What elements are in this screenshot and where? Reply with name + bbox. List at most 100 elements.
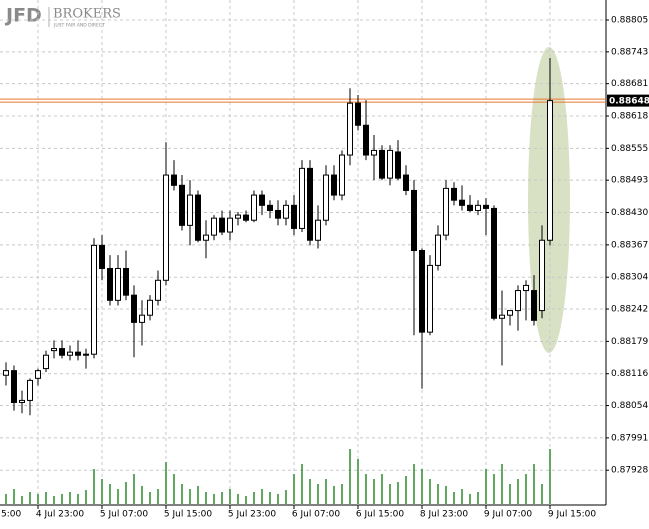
- candle-body: [251, 194, 257, 221]
- price-tag-label: 0.88648: [609, 97, 649, 107]
- candle-body: [523, 284, 529, 292]
- candle-body: [67, 351, 73, 356]
- candle-body: [339, 154, 345, 196]
- candle-body: [379, 149, 385, 179]
- candle-body: [363, 124, 369, 156]
- candle-body: [3, 370, 9, 376]
- candle-body: [11, 370, 17, 403]
- x-tick-label: 5 Jul 07:00: [100, 510, 149, 520]
- candle-body: [131, 294, 137, 323]
- candle-body: [427, 264, 433, 333]
- candle-body: [91, 244, 97, 355]
- candle-body: [163, 174, 169, 281]
- candle-body: [507, 310, 513, 316]
- candle-body: [515, 290, 521, 312]
- y-tick-label: 0.88304: [611, 273, 648, 283]
- candle-body: [187, 194, 193, 226]
- candle-body: [403, 174, 409, 191]
- y-tick-label: 0.88430: [611, 208, 648, 218]
- x-tick-label: 6 Jul 07:00: [292, 510, 341, 520]
- candle-body: [19, 399, 25, 403]
- candle-body: [411, 189, 417, 252]
- candle-body: [347, 102, 353, 156]
- candle-body: [387, 149, 393, 179]
- candle-body: [227, 217, 233, 233]
- candle-body: [171, 174, 177, 186]
- y-tick-label: 0.88681: [611, 79, 648, 89]
- candle-body: [283, 204, 289, 219]
- candle-body: [43, 354, 49, 370]
- candle-body: [59, 348, 65, 356]
- candle-body: [315, 219, 321, 241]
- candle-body: [235, 214, 241, 219]
- y-tick-label: 0.88116: [611, 369, 648, 379]
- x-tick-label: 5 Jul 15:00: [164, 510, 213, 520]
- candle-body: [299, 167, 305, 229]
- candle-body: [99, 244, 105, 269]
- candle-body: [51, 348, 57, 352]
- candle-body: [539, 239, 545, 312]
- candle-body: [139, 314, 145, 323]
- candle-body: [83, 353, 89, 356]
- x-tick-label: 9 Jul 07:00: [484, 510, 533, 520]
- candle-body: [323, 174, 329, 221]
- candle-body: [499, 314, 505, 319]
- candle-body: [531, 290, 537, 321]
- y-tick-label: 0.88054: [611, 401, 648, 411]
- logo-brand: JFD: [4, 5, 42, 27]
- candle-body: [35, 370, 41, 379]
- y-tick-label: 0.87928: [611, 466, 648, 476]
- candle-body: [259, 194, 265, 206]
- candle-body: [491, 207, 497, 319]
- candle-body: [483, 204, 489, 209]
- y-tick-label: 0.88179: [611, 337, 648, 347]
- price-tag: [607, 94, 649, 107]
- candle-body: [203, 234, 209, 241]
- candle-body: [355, 102, 361, 126]
- y-tick-label: 0.88743: [611, 47, 648, 57]
- candle-body: [451, 187, 457, 201]
- candle-body: [27, 379, 33, 401]
- candle-body: [467, 204, 473, 211]
- candle-body: [75, 351, 81, 356]
- y-tick-label: 0.88367: [611, 240, 648, 250]
- candle-body: [107, 267, 113, 301]
- logo-name: BROKERS: [53, 7, 121, 22]
- candle-body: [147, 299, 153, 316]
- candle-body: [155, 279, 161, 301]
- logo: JFD BROKERS JUST FAIR AND DIRECT: [4, 5, 121, 29]
- x-tick-label: 5:00: [1, 510, 21, 520]
- candle-body: [115, 267, 121, 301]
- candle-body: [219, 217, 225, 233]
- candle-body: [443, 187, 449, 236]
- logo-tagline: JUST FAIR AND DIRECT: [53, 23, 105, 29]
- y-tick-label: 0.88805: [611, 16, 648, 26]
- candle-body: [307, 167, 313, 241]
- candle-body: [395, 151, 401, 179]
- x-tick-label: 6 Jul 15:00: [356, 510, 405, 520]
- candle-body: [275, 209, 281, 219]
- y-tick-label: 0.87991: [611, 433, 648, 443]
- candle-body: [435, 234, 441, 266]
- y-tick-label: 0.88618: [611, 112, 648, 122]
- candle-body: [179, 184, 185, 226]
- y-tick-label: 0.88493: [611, 176, 648, 186]
- candle-body: [267, 204, 273, 211]
- candle-body: [123, 267, 129, 296]
- candle-body: [195, 194, 201, 241]
- candle-body: [331, 174, 337, 196]
- x-tick-label: 8 Jul 23:00: [420, 510, 469, 520]
- candle-body: [371, 149, 377, 156]
- candle-body: [475, 204, 481, 211]
- candle-body: [291, 204, 297, 229]
- y-tick-label: 0.88242: [611, 305, 648, 315]
- x-tick-label: 9 Jul 15:00: [548, 510, 597, 520]
- candle-body: [243, 214, 249, 221]
- candle-body: [419, 250, 425, 333]
- candle-body: [547, 100, 553, 241]
- y-tick-label: 0.88555: [611, 144, 648, 154]
- candle-body: [459, 199, 465, 206]
- candle-body: [211, 217, 217, 236]
- x-tick-label: 5 Jul 23:00: [228, 510, 277, 520]
